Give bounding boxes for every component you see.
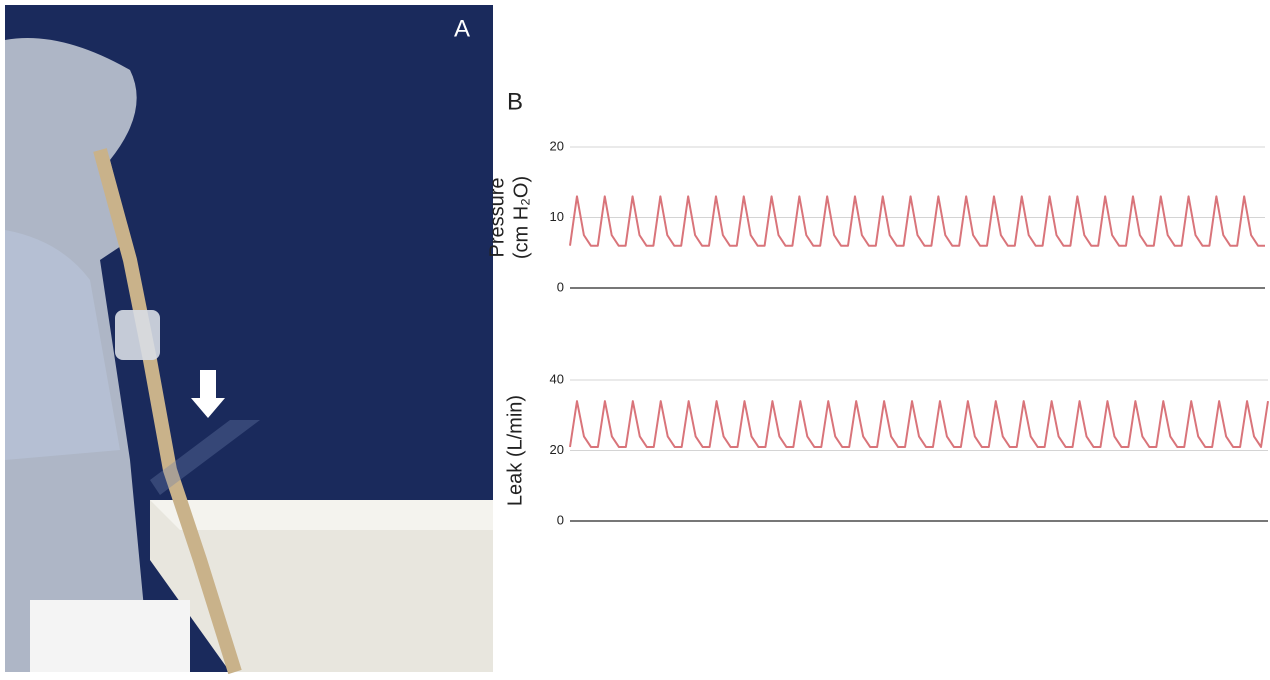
panel-label: B [507, 88, 523, 115]
shelf [150, 500, 493, 672]
port [115, 310, 160, 360]
y-axis-label: Pressure [486, 177, 508, 257]
y-tick-label: 40 [550, 371, 564, 386]
line [569, 400, 1269, 448]
panel-label: A [454, 15, 470, 42]
tube [93, 148, 242, 675]
label-card [30, 600, 190, 672]
y-tick-label: 10 [550, 209, 564, 224]
y-tick-label: 20 [550, 442, 564, 457]
mask-body [5, 230, 120, 460]
y-tick-label: 0 [557, 512, 564, 527]
y-axis-label: (cm H₂O) [510, 176, 532, 259]
shelf-edge [150, 500, 493, 530]
y-axis-label: Leak (L/min) [504, 395, 526, 506]
arrow [191, 370, 225, 418]
leak-jet [150, 420, 260, 495]
photo [5, 5, 493, 675]
line [569, 195, 1265, 247]
y-tick-label: 0 [557, 279, 564, 294]
y-tick-label: 20 [550, 138, 564, 153]
